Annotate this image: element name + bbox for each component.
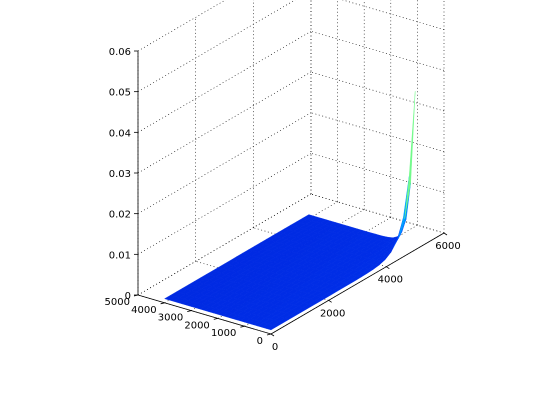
y-tick-label: 0 bbox=[257, 336, 263, 347]
y-tick-label: 2000 bbox=[184, 320, 209, 331]
z-tick-label: 0.03 bbox=[109, 169, 131, 180]
y-tick-label: 4000 bbox=[131, 305, 156, 316]
x-tick-label: 2000 bbox=[320, 308, 345, 319]
z-tick-label: 0.04 bbox=[109, 128, 131, 139]
surface-patch bbox=[404, 91, 416, 219]
y-tick-label: 3000 bbox=[158, 313, 183, 324]
side-wall-grid-line bbox=[310, 31, 445, 71]
y-axis-line bbox=[137, 294, 272, 335]
y-tick-label: 1000 bbox=[211, 328, 236, 339]
surface-layer bbox=[164, 91, 416, 331]
x-tick-mark bbox=[328, 300, 332, 303]
side-wall-grid-line bbox=[310, 193, 445, 234]
x-tick-label: 0 bbox=[272, 342, 278, 353]
z-tick-label: 0.01 bbox=[109, 250, 131, 261]
back-wall-grid-line bbox=[137, 0, 226, 52]
x-tick-label: 6000 bbox=[435, 241, 460, 252]
z-tick-label: 0 bbox=[125, 291, 131, 302]
side-wall-grid-line bbox=[341, 0, 445, 30]
z-tick-label: 0.05 bbox=[109, 88, 131, 99]
y-tick-label: 5000 bbox=[105, 297, 130, 308]
z-tick-label: 0.06 bbox=[109, 47, 131, 58]
side-wall-grid-line bbox=[310, 112, 445, 152]
y-tick-mark bbox=[213, 318, 218, 320]
x-axis-line bbox=[270, 232, 445, 335]
side-wall-grid-line bbox=[310, 153, 445, 193]
x-tick-mark bbox=[443, 232, 448, 236]
back-wall-grid-line bbox=[137, 112, 312, 214]
back-wall-grid-line bbox=[137, 71, 312, 174]
y-tick-mark bbox=[160, 302, 165, 305]
y-tick-mark bbox=[266, 333, 272, 336]
back-wall-grid-line bbox=[137, 31, 312, 133]
axes-layer bbox=[133, 50, 448, 337]
x-tick-mark bbox=[270, 333, 275, 337]
side-wall-grid-line bbox=[310, 71, 445, 112]
z-tick-label: 0.02 bbox=[109, 210, 131, 221]
x-tick-mark bbox=[386, 266, 390, 269]
back-wall-grid-line bbox=[137, 0, 296, 92]
tick-labels: 020004000600001000200030004000500000.010… bbox=[105, 47, 461, 353]
y-tick-mark bbox=[187, 310, 192, 312]
y-tick-mark bbox=[240, 325, 245, 328]
x-tick-label: 4000 bbox=[378, 275, 403, 286]
